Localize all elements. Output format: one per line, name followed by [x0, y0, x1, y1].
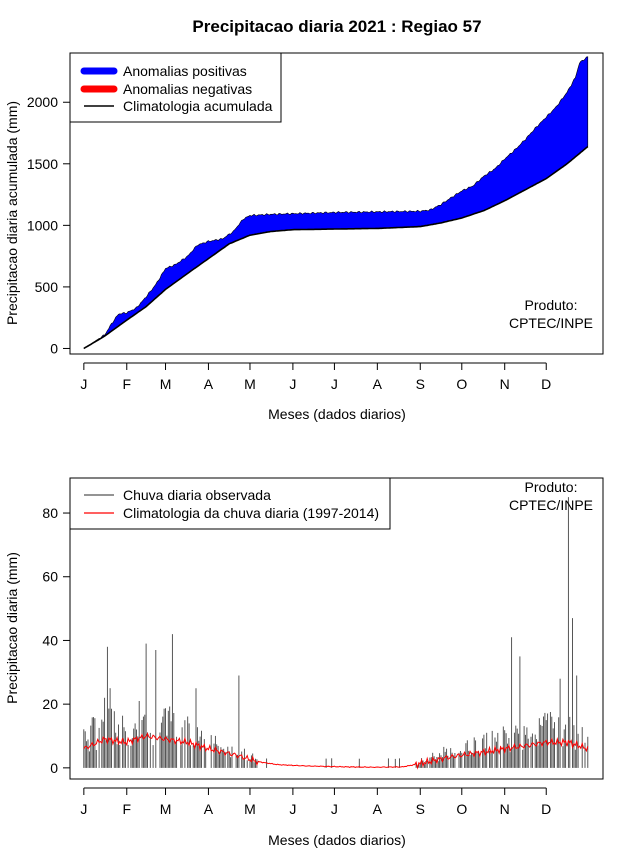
top-x-tick-label: J — [289, 376, 296, 392]
legend-label-daily-climatology: Climatologia da chuva diaria (1997-2014) — [123, 505, 379, 521]
bottom-y-tick-label: 80 — [42, 505, 58, 521]
bottom-x-tick-label: J — [289, 801, 296, 817]
bottom-x-tick-label: J — [331, 801, 338, 817]
bottom-x-tick-label: S — [416, 801, 425, 817]
figure-title: Precipitacao diaria 2021 : Regiao 57 — [192, 17, 481, 36]
top-x-axis-label: Meses (dados diarios) — [268, 406, 406, 422]
bottom-x-tick-label: O — [456, 801, 467, 817]
top-legend: Anomalias positivas Anomalias negativas … — [69, 52, 282, 123]
bottom-x-tick-label: M — [244, 801, 256, 817]
top-y-tick-label: 2000 — [27, 94, 58, 110]
legend-label-observed: Chuva diaria observada — [123, 487, 271, 503]
bottom-y-axis: 0 20 40 60 80 — [42, 505, 71, 776]
bottom-x-tick-label: N — [500, 801, 510, 817]
top-x-tick-label: M — [160, 376, 172, 392]
top-product-label: Produto: — [525, 297, 578, 313]
bottom-y-tick-label: 40 — [42, 632, 58, 648]
legend-label-positive: Anomalias positivas — [123, 63, 247, 79]
top-y-tick-label: 1000 — [27, 217, 58, 233]
top-x-tick-label: O — [456, 376, 467, 392]
cumulative-climatology-line — [83, 145, 589, 350]
top-x-tick-label: J — [80, 376, 87, 392]
top-y-axis-label: Precipitacao diaria acumulada (mm) — [4, 101, 20, 325]
bottom-legend: Chuva diaria observada Climatologia da c… — [69, 477, 391, 530]
cumulative-chart: 0 500 1000 1500 2000 J F M A M J J A S O N D Precipitac… — [4, 52, 604, 422]
bottom-x-tick-label: J — [80, 801, 87, 817]
bottom-x-tick-label: A — [204, 801, 214, 817]
top-y-tick-label: 0 — [50, 340, 58, 356]
top-product-source: CPTEC/INPE — [509, 315, 593, 331]
observed-rain-bars — [83, 497, 589, 768]
bottom-product-label: Produto: — [525, 479, 578, 495]
bottom-y-axis-label: Precipitacao diaria (mm) — [4, 552, 20, 704]
bottom-y-tick-label: 20 — [42, 696, 58, 712]
top-y-tick-label: 500 — [35, 279, 59, 295]
bottom-x-tick-label: D — [541, 801, 551, 817]
bottom-y-tick-label: 60 — [42, 569, 58, 585]
legend-label-climatology: Climatologia acumulada — [123, 98, 273, 114]
bottom-x-tick-label: M — [160, 801, 172, 817]
top-x-tick-label: N — [500, 376, 510, 392]
bottom-y-tick-label: 0 — [50, 760, 58, 776]
top-x-tick-label: A — [373, 376, 383, 392]
legend-label-negative: Anomalias negativas — [123, 81, 252, 97]
top-y-axis: 0 500 1000 1500 2000 — [27, 94, 71, 356]
bottom-x-tick-label: F — [122, 801, 131, 817]
bottom-x-axis-label: Meses (dados diarios) — [268, 832, 406, 848]
daily-climatology-line — [83, 732, 589, 770]
top-x-tick-label: A — [204, 376, 214, 392]
top-x-tick-label: F — [122, 376, 131, 392]
bottom-product-source: CPTEC/INPE — [509, 497, 593, 513]
top-x-tick-label: M — [244, 376, 256, 392]
top-y-tick-label: 1500 — [27, 156, 58, 172]
top-x-tick-label: J — [331, 376, 338, 392]
top-x-tick-label: S — [416, 376, 425, 392]
bottom-x-tick-label: A — [373, 801, 383, 817]
top-x-tick-label: D — [541, 376, 551, 392]
daily-chart: 0 20 40 60 80 J F M A M J J A S O N D Precipitacao diar… — [4, 477, 604, 848]
